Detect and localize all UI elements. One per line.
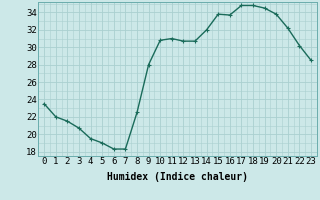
X-axis label: Humidex (Indice chaleur): Humidex (Indice chaleur) — [107, 172, 248, 182]
